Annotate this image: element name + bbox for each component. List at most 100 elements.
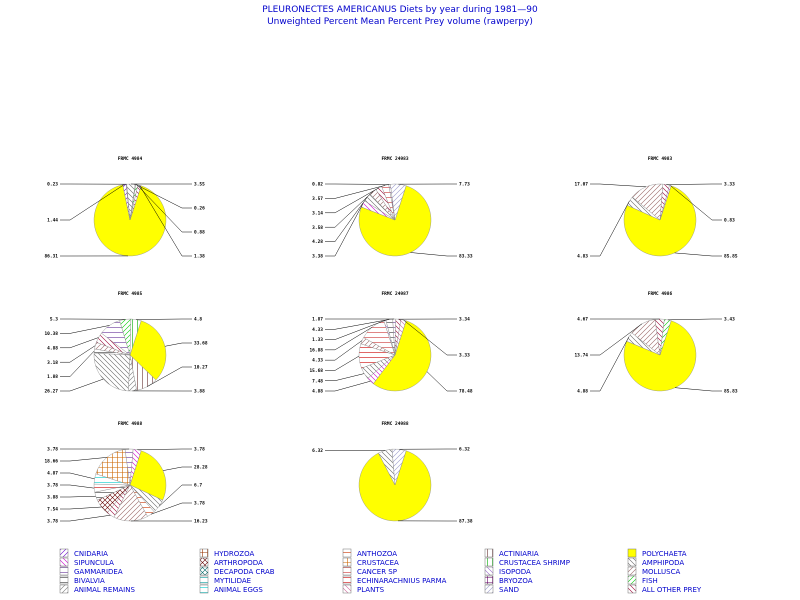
- legend-swatch: [627, 566, 637, 576]
- leader-line: [670, 185, 722, 221]
- slice-label: 6.32: [312, 448, 323, 454]
- legend-item-animal-remains: ANIMAL REMAINS: [59, 584, 135, 594]
- slice-label: 33.68: [194, 341, 208, 347]
- legend-item-animal-eggs: ANIMAL EGGS: [199, 584, 263, 594]
- leader-line: [60, 484, 95, 489]
- slice-label: 3.78: [194, 447, 205, 453]
- legend-item-decapoda-crab: DECAPODA CRAB: [199, 566, 275, 576]
- legend-label: CRUSTACEA: [357, 559, 399, 567]
- legend-swatch: [484, 548, 494, 558]
- slice-polychaeta: [623, 320, 697, 392]
- slice-label: 85.85: [724, 254, 738, 260]
- pie-title: FRMC 4984: [118, 156, 143, 162]
- slice-label: 17.07: [574, 182, 588, 188]
- slice-label: 7.48: [312, 378, 323, 384]
- pie-frmc-4988: FRMC 4988 3.78 28.28 6.7 3.78 16.23 3.78 18.66 4…: [44, 421, 207, 525]
- legend-swatch: [484, 584, 494, 594]
- leader-line: [325, 373, 365, 381]
- slice-label: 6.32: [459, 447, 470, 453]
- leader-line: [426, 371, 457, 392]
- legend-item-gammaridea: GAMMARIDEA: [59, 566, 123, 576]
- slice-polychaeta: [129, 450, 167, 501]
- legend-swatch: [59, 557, 69, 567]
- leader-line: [590, 183, 647, 188]
- slice-label: 3.78: [194, 501, 205, 507]
- legend-label: DECAPODA CRAB: [214, 568, 275, 576]
- slice-label: 4.88: [577, 389, 588, 395]
- pie-title: FRMC 4985: [118, 291, 143, 297]
- slice-polychaeta: [623, 185, 697, 257]
- slice-label: 4.83: [577, 254, 588, 260]
- legend-swatch: [199, 557, 209, 567]
- legend-item-isopoda: ISOPODA: [484, 566, 531, 576]
- legend-label: PLANTS: [357, 586, 385, 594]
- leader-line: [325, 197, 368, 242]
- slice-label: 3.38: [312, 254, 323, 260]
- slice-label: 0.83: [724, 218, 735, 224]
- leader-line: [325, 187, 379, 214]
- slice-label: 78.48: [459, 389, 473, 395]
- leader-line: [590, 200, 630, 257]
- legend-label: HYDROZOA: [214, 550, 254, 558]
- leader-line: [136, 318, 192, 320]
- leader-line: [325, 191, 374, 228]
- pie-title: FRMC 4986: [648, 291, 673, 297]
- leader-line: [325, 185, 386, 199]
- leader-line: [60, 345, 96, 363]
- leader-line: [162, 466, 192, 471]
- legend-label: ARTHROPODA: [214, 559, 263, 567]
- legend-label: CANCER SP: [357, 568, 397, 576]
- slice-polychaeta: [373, 320, 432, 392]
- legend-swatch: [199, 584, 209, 594]
- legend-item-arthropoda: ARTHROPODA: [199, 557, 263, 567]
- slice-label: 6.7: [194, 483, 202, 489]
- chart-title: PLEURONECTES AMERICANUS Diets by year du…: [262, 5, 538, 15]
- pie-title: FRMC 4988: [118, 421, 143, 427]
- slice-crustacea: [95, 449, 131, 486]
- leader-line: [325, 355, 360, 371]
- leader-line: [590, 323, 643, 356]
- slice-label: 4.33: [312, 327, 323, 333]
- slice-label: 87.38: [459, 519, 473, 525]
- slice-label: 1.38: [194, 254, 205, 260]
- slice-label: 16.23: [194, 519, 208, 525]
- legend-item-anthozoa: ANTHOZOA: [342, 548, 397, 558]
- slice-label: 10.38: [44, 331, 58, 337]
- legend-swatch: [59, 548, 69, 558]
- slice-label: 4.28: [312, 239, 323, 245]
- legend-item-sand: SAND: [484, 584, 519, 594]
- slice-label: 16.88: [309, 347, 323, 353]
- legend-label: BRYOZOA: [499, 577, 533, 585]
- slice-polychaeta: [358, 185, 432, 257]
- pie-frmc-24983: FRMC 24983 7.73 83.33 0.82 3.57 3.14 3.58 4.28 3…: [312, 156, 473, 260]
- leader-line: [325, 203, 364, 257]
- slice-label: 1.44: [47, 218, 58, 224]
- leader-line: [590, 336, 630, 392]
- leader-line: [158, 484, 192, 507]
- slice-label: 4.67: [577, 317, 588, 323]
- leader-line: [403, 319, 457, 356]
- legend-swatch: [627, 584, 637, 594]
- leader-line: [139, 185, 192, 257]
- slice-label: 3.18: [47, 360, 58, 366]
- legend-item-cnidaria: CNIDARIA: [59, 548, 108, 558]
- leader-line: [150, 502, 192, 515]
- leader-line: [325, 340, 363, 361]
- legend-label: ANTHOZOA: [357, 550, 397, 558]
- slice-label: 10.27: [194, 365, 208, 371]
- legend-item-bryozoa: BRYOZOA: [484, 575, 533, 585]
- pie-title: FRMC 24987: [381, 291, 408, 297]
- slice-label: 4.8: [194, 317, 202, 323]
- legend-swatch: [342, 575, 352, 585]
- slice-label: 3.33: [459, 353, 470, 359]
- leader-line: [146, 366, 192, 387]
- legend-swatch: [199, 575, 209, 585]
- slice-label: 3.14: [312, 210, 323, 216]
- leader-line: [675, 387, 722, 392]
- legend-swatch: [59, 584, 69, 594]
- legend-label: GAMMARIDEA: [74, 568, 123, 576]
- legend-item-plants: PLANTS: [342, 584, 385, 594]
- legend-swatch: [627, 557, 637, 567]
- legend-label: ISOPODA: [499, 568, 531, 576]
- slice-label: 4.87: [47, 471, 58, 477]
